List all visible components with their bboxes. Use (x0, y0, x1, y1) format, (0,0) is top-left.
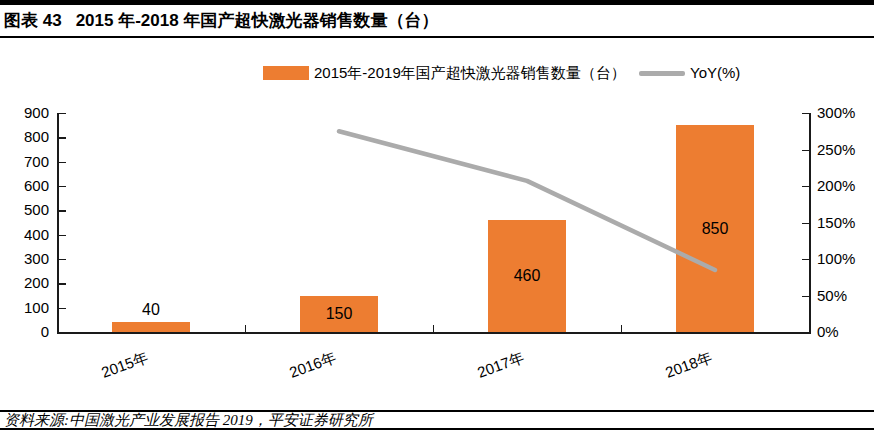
right-axis-tick (802, 332, 809, 333)
right-axis-tick (802, 113, 809, 114)
right-axis-tick-label: 250% (817, 142, 874, 158)
left-axis-tick (59, 137, 66, 138)
left-axis-tick (59, 210, 66, 211)
left-axis-tick-label: 400 (5, 227, 49, 243)
left-axis-tick-label: 100 (5, 300, 49, 316)
left-axis-tick-label: 800 (5, 129, 49, 145)
left-axis-tick-label: 200 (5, 275, 49, 291)
x-axis-tick (621, 325, 622, 332)
left-axis-tick (59, 332, 66, 333)
right-axis-line (809, 113, 811, 332)
left-axis-tick (59, 186, 66, 187)
x-axis-category-label: 2018年 (652, 344, 726, 386)
left-axis-tick-label: 900 (5, 105, 49, 121)
left-axis-line (57, 113, 59, 332)
left-axis-tick (59, 308, 66, 309)
bar-value-label: 460 (497, 268, 557, 284)
left-axis-tick (59, 162, 66, 163)
x-axis-tick (245, 325, 246, 332)
left-axis-tick (59, 113, 66, 114)
right-axis-tick-label: 50% (817, 288, 874, 304)
right-axis-tick-label: 300% (817, 105, 874, 121)
left-axis-tick-label: 300 (5, 251, 49, 267)
bar-value-label: 150 (309, 306, 369, 322)
right-axis-tick (802, 296, 809, 297)
x-axis-category-label: 2015年 (88, 344, 162, 386)
bar-value-label: 850 (685, 221, 745, 237)
right-axis-tick (802, 150, 809, 151)
left-axis-tick-label: 500 (5, 202, 49, 218)
right-axis-tick (802, 223, 809, 224)
bar-2015年 (112, 322, 190, 332)
plot-area: 0 100 200 300 400 500 600 700 800 900 0% 50% 100% 150… (0, 0, 874, 440)
x-axis-category-label: 2017年 (464, 344, 538, 386)
right-axis-tick-label: 0% (817, 324, 874, 340)
x-axis-category-label: 2016年 (276, 344, 350, 386)
x-axis-tick (433, 325, 434, 332)
left-axis-tick (59, 283, 66, 284)
left-axis-tick-label: 700 (5, 154, 49, 170)
left-axis-tick (59, 235, 66, 236)
bar-value-label: 40 (121, 302, 181, 318)
left-axis-tick-label: 600 (5, 178, 49, 194)
left-axis-tick (59, 259, 66, 260)
right-axis-tick (802, 186, 809, 187)
right-axis-tick-label: 100% (817, 251, 874, 267)
footer-divider-bottom (0, 428, 874, 430)
right-axis-tick (802, 259, 809, 260)
right-axis-tick-label: 150% (817, 215, 874, 231)
right-axis-tick-label: 200% (817, 178, 874, 194)
left-axis-tick-label: 0 (5, 324, 49, 340)
x-axis-line (57, 332, 811, 334)
